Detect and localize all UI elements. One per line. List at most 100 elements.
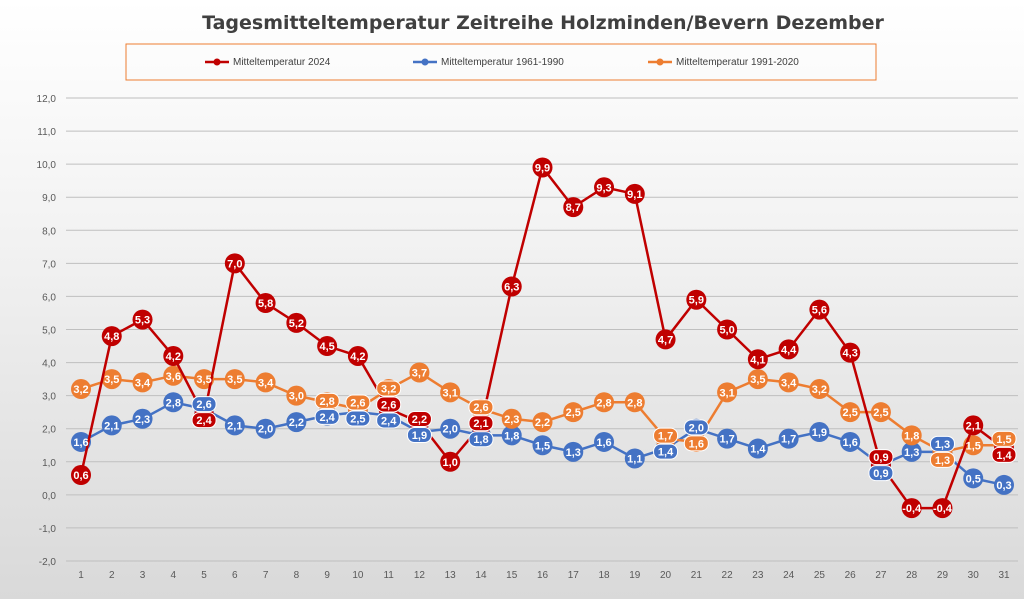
x-tick-label: 22: [722, 570, 734, 581]
x-tick-label: 11: [383, 570, 394, 581]
data-label: 2,5: [843, 407, 858, 419]
data-label: 1,6: [689, 438, 704, 450]
data-label: 3,5: [104, 374, 119, 386]
x-tick-label: 2: [109, 570, 115, 581]
data-label: 1,3: [935, 455, 950, 467]
data-label-group: 3,2: [376, 380, 402, 397]
data-label: 2,8: [319, 396, 334, 408]
y-tick-label: 11,0: [37, 127, 56, 138]
data-label: 1,6: [596, 437, 611, 449]
data-point: [778, 428, 799, 449]
data-label-group: 3,2: [812, 384, 827, 396]
y-tick-label: 10,0: [37, 160, 57, 171]
data-label: 2,5: [566, 407, 581, 419]
x-tick-label: 12: [414, 570, 426, 581]
data-label: 2,1: [966, 420, 981, 432]
data-point: [440, 382, 461, 403]
data-label-group: 2,2: [406, 411, 432, 428]
data-point: [901, 498, 922, 519]
data-label: 2,4: [381, 415, 397, 427]
data-label-group: 1,8: [468, 431, 494, 448]
data-label-group: 2,5: [843, 407, 858, 419]
data-label: 3,1: [443, 387, 458, 399]
data-label-group: 2,2: [535, 417, 550, 429]
data-point: [224, 369, 245, 390]
data-label: 3,1: [719, 387, 734, 399]
data-label-background: [376, 396, 402, 413]
data-label: 4,4: [781, 344, 797, 356]
x-tick-label: 30: [968, 570, 980, 581]
y-tick-label: 1,0: [42, 458, 56, 469]
data-label-group: 9,3: [596, 182, 611, 194]
data-label: 2,2: [289, 417, 304, 429]
legend-label: Mitteltemperatur 2024: [233, 57, 331, 68]
data-point: [624, 448, 645, 469]
data-label: 2,3: [135, 414, 150, 426]
data-point: [132, 408, 153, 429]
y-tick-label: 12,0: [37, 94, 57, 105]
data-point: [594, 431, 615, 452]
data-point: [901, 425, 922, 446]
chart-title: Tagesmitteltemperatur Zeitreihe Holzmind…: [202, 12, 884, 34]
y-tick-label: 5,0: [42, 326, 56, 337]
data-label: 1,9: [412, 430, 427, 442]
data-label-group: 3,1: [443, 387, 458, 399]
data-label-group: 1,5: [535, 440, 550, 452]
data-label: 1,6: [73, 437, 88, 449]
x-tick-label: 28: [906, 570, 918, 581]
data-label: 1,8: [904, 430, 919, 442]
data-label: 2,8: [596, 397, 611, 409]
data-label: 2,6: [196, 399, 211, 411]
data-label: 9,1: [627, 189, 642, 201]
data-label-group: 1,7: [781, 434, 796, 446]
data-point: [655, 329, 676, 350]
data-label: 4,5: [319, 341, 334, 353]
data-point: [501, 276, 522, 297]
data-label: 5,8: [258, 298, 273, 310]
data-label: 4,1: [750, 354, 765, 366]
data-label: 2,3: [504, 414, 519, 426]
data-label-group: 0,9: [868, 465, 894, 482]
data-label-group: 3,4: [781, 377, 797, 389]
data-label: 4,3: [843, 348, 858, 360]
data-label-background: [653, 427, 679, 444]
data-label: 2,0: [258, 424, 273, 436]
data-label: 3,5: [750, 374, 765, 386]
data-label-group: 2,0: [443, 424, 458, 436]
y-tick-label: 6,0: [42, 292, 56, 303]
data-point: [686, 289, 707, 310]
data-label-group: 3,4: [258, 377, 274, 389]
data-label-group: 2,2: [289, 417, 304, 429]
data-point: [747, 369, 768, 390]
data-label-background: [406, 427, 432, 444]
data-label-group: 2,8: [627, 397, 642, 409]
data-point: [870, 402, 891, 423]
data-label-group: 3,6: [166, 371, 181, 383]
data-label-group: 4,8: [104, 331, 119, 343]
legend-box: [125, 43, 877, 81]
data-point: [132, 372, 153, 393]
x-tick-label: 10: [352, 570, 364, 581]
data-label: 3,6: [166, 371, 181, 383]
data-label: 1,5: [996, 434, 1011, 446]
x-tick-label: 16: [537, 570, 549, 581]
data-label: 3,2: [381, 383, 396, 395]
data-point: [255, 372, 276, 393]
data-label-group: 9,9: [535, 162, 550, 174]
data-point: [255, 418, 276, 439]
data-label: 2,2: [412, 414, 427, 426]
data-label-group: 2,8: [166, 397, 181, 409]
data-label: 1,9: [812, 427, 827, 439]
data-label-background: [345, 410, 371, 427]
data-label-background: [191, 396, 217, 413]
data-label: 2,4: [196, 415, 212, 427]
data-label-group: 4,5: [319, 341, 334, 353]
data-label: 5,0: [719, 325, 734, 337]
data-label-group: 1,5: [966, 440, 981, 452]
legend-entry: Mitteltemperatur 1991-2020: [648, 57, 799, 68]
data-label: 2,1: [473, 418, 488, 430]
data-point: [624, 183, 645, 204]
data-point: [747, 438, 768, 459]
data-label-group: 3,5: [196, 374, 211, 386]
